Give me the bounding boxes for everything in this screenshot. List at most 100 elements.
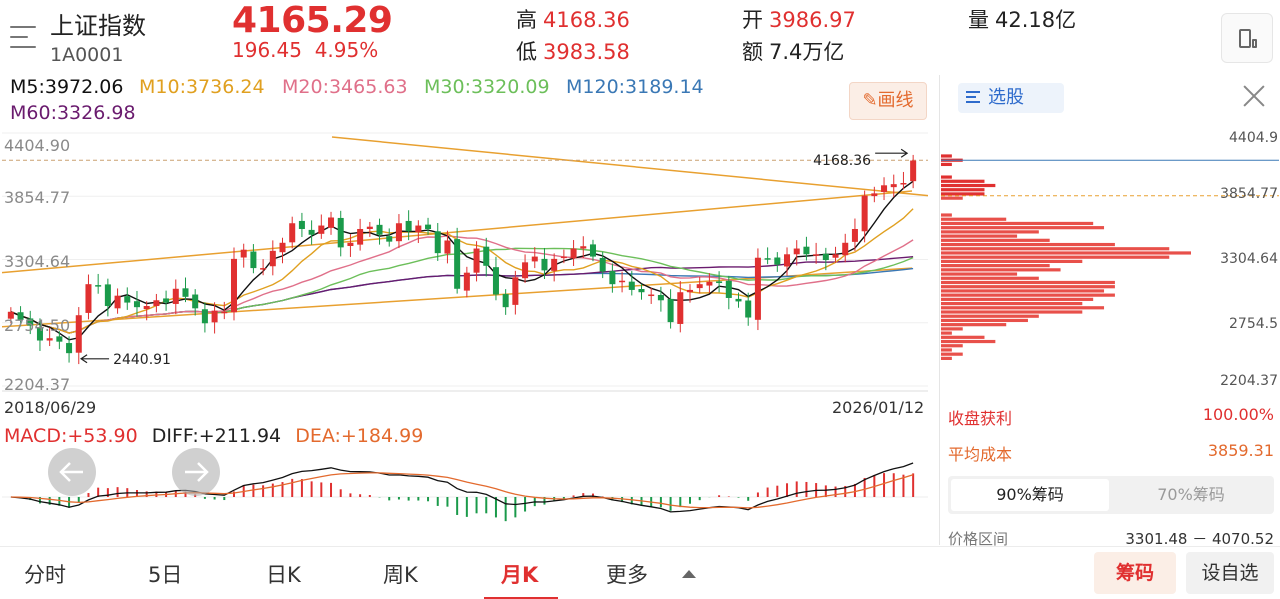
index-name: 上证指数 xyxy=(50,12,146,40)
candle-body xyxy=(289,223,296,243)
chip-bar xyxy=(941,175,952,179)
chart-background xyxy=(2,130,928,392)
arrow-left-icon xyxy=(59,462,83,482)
chip-bar xyxy=(941,192,985,196)
scroll-right-button[interactable] xyxy=(172,448,220,496)
candle-body xyxy=(386,236,393,242)
tab-weekly-k[interactable]: 周K xyxy=(383,563,418,587)
current-price: 4165.29 xyxy=(232,0,393,41)
caret-up-icon[interactable] xyxy=(682,570,696,578)
tab-intraday[interactable]: 分时 xyxy=(24,563,66,587)
candle-body xyxy=(318,225,325,234)
candle-body xyxy=(27,318,34,326)
candle-body xyxy=(95,285,102,287)
candle-body xyxy=(851,228,858,242)
add-favorite-button[interactable]: 设自选 xyxy=(1186,552,1274,594)
candle-body xyxy=(774,257,781,265)
candle-body xyxy=(114,295,121,309)
tab-monthly-k[interactable]: 月K xyxy=(501,563,539,587)
chip-bar xyxy=(941,339,996,344)
y-axis-label-3: 3304.64 xyxy=(4,252,71,271)
panel-divider xyxy=(939,75,940,545)
candle-body xyxy=(366,226,373,229)
chip-price-label-3: 3304.64 xyxy=(1220,251,1278,267)
menu-icon[interactable] xyxy=(10,26,36,48)
candle-body xyxy=(376,224,383,235)
period-tab-bar: 分时 5日 日K 周K 月K 更多 xyxy=(0,546,1280,599)
candle-body xyxy=(512,277,519,305)
candle-body xyxy=(735,298,742,302)
candle-body xyxy=(745,300,752,318)
candle-body xyxy=(541,258,548,271)
candle-body xyxy=(124,296,131,303)
chip-bar xyxy=(941,356,952,360)
chip-bar xyxy=(941,276,1039,280)
candle-body xyxy=(415,225,422,233)
candle-body xyxy=(425,224,432,229)
open-price: 开 3986.97 xyxy=(742,8,856,32)
y-axis-label-4: 2754.50 xyxy=(4,316,71,335)
candle-body xyxy=(279,242,286,253)
candle-body xyxy=(492,267,499,295)
chip-bar xyxy=(941,331,952,335)
dea-line xyxy=(10,472,914,509)
chip-bar xyxy=(941,238,1050,242)
candle-body xyxy=(910,160,917,182)
landscape-toggle-button[interactable] xyxy=(1221,13,1273,63)
candle-body xyxy=(784,254,791,267)
tab-90-chips[interactable]: 90%筹码 xyxy=(951,479,1109,511)
macd-chart[interactable] xyxy=(2,450,928,532)
candle-body xyxy=(444,240,451,254)
candle-body xyxy=(473,248,480,273)
tab-daily-k[interactable]: 日K xyxy=(266,563,301,587)
chip-bar xyxy=(941,293,1115,297)
candle-body xyxy=(56,336,63,342)
macd-legend: MACD:+53.90 DIFF:+211.94 DEA:+184.99 xyxy=(4,425,423,447)
tab-70-chips[interactable]: 70%筹码 xyxy=(1157,485,1225,504)
chip-bar xyxy=(941,335,985,339)
chip-bar xyxy=(941,259,1083,264)
scroll-left-button[interactable] xyxy=(48,448,96,496)
draw-line-button[interactable]: ✎画线 xyxy=(849,82,927,120)
candle-body xyxy=(822,253,829,261)
candle-body xyxy=(609,271,616,285)
phone-icon xyxy=(1239,29,1251,48)
candle-body xyxy=(143,306,150,310)
trade-amount: 额 7.4万亿 xyxy=(742,40,845,64)
max-arrow-icon xyxy=(875,148,909,158)
candle-body xyxy=(502,294,509,308)
chip-bar xyxy=(941,230,1039,234)
candle-body xyxy=(454,239,461,289)
ma5-line xyxy=(10,180,914,341)
diff-value: DIFF:+211.94 xyxy=(151,425,282,447)
candlestick-chart[interactable]: 4168.36 2440.91 xyxy=(2,130,928,392)
candle-body xyxy=(434,231,441,254)
candle-body xyxy=(240,249,247,258)
chip-bar xyxy=(941,285,1115,289)
candle-body xyxy=(463,272,470,291)
chip-bar xyxy=(941,251,1191,255)
date-start-label: 2018/06/29 xyxy=(4,398,97,417)
chip-bar xyxy=(941,154,952,158)
candle-body xyxy=(36,327,43,341)
candle-body xyxy=(133,301,140,308)
chip-bar xyxy=(941,306,1105,310)
candle-body xyxy=(260,268,267,270)
chip-bar xyxy=(941,280,1115,285)
chip-bar xyxy=(941,221,1094,226)
candle-body xyxy=(221,311,228,314)
chip-bar xyxy=(941,196,963,200)
stock-picker-button[interactable]: 选股 xyxy=(958,83,1064,113)
candle-body xyxy=(696,284,703,289)
candle-body xyxy=(153,300,160,307)
chips-button[interactable]: 筹码 xyxy=(1094,552,1176,594)
tab-5day[interactable]: 5日 xyxy=(148,563,183,587)
close-icon[interactable] xyxy=(1242,84,1266,108)
chip-bar xyxy=(941,183,996,188)
chip-bar xyxy=(941,268,1061,272)
candle-body xyxy=(17,312,24,320)
tab-more[interactable]: 更多 xyxy=(606,563,648,587)
candle-body xyxy=(832,254,839,258)
chip-bar xyxy=(941,242,1115,247)
candle-body xyxy=(648,294,655,297)
